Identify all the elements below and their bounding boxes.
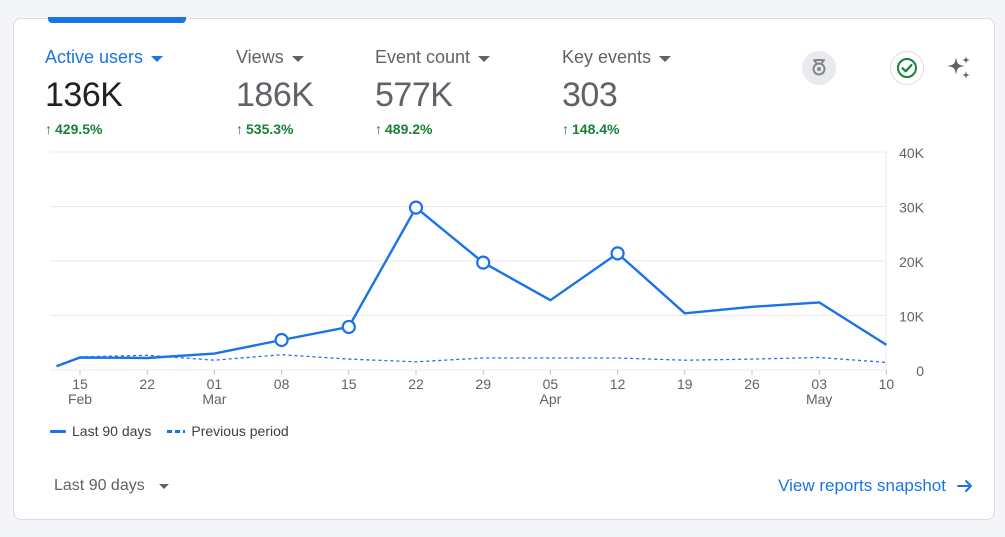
- x-tick-label: 08: [274, 376, 290, 392]
- data-point-marker: [610, 246, 625, 261]
- y-tick-label: 30K: [899, 200, 925, 216]
- check-circle-icon[interactable]: [890, 51, 924, 85]
- metric-header[interactable]: Active users: [45, 47, 164, 68]
- x-tick-label: 19: [677, 376, 693, 392]
- metric-header[interactable]: Key events: [562, 47, 672, 68]
- chart-legend: Last 90 days Previous period: [50, 423, 289, 439]
- previous-period-line: [56, 354, 887, 367]
- metric-header[interactable]: Event count: [375, 47, 491, 68]
- metric-change-value: 489.2%: [385, 121, 433, 137]
- date-range-label: Last 90 days: [54, 477, 145, 494]
- y-tick-label: 20K: [899, 254, 925, 270]
- arrow-up-icon: ↑: [375, 121, 382, 137]
- y-tick-label: 10K: [899, 309, 925, 325]
- x-tick-month-label: May: [806, 391, 832, 407]
- ribbon-badge-icon[interactable]: [802, 51, 836, 85]
- legend-label: Last 90 days: [72, 423, 152, 439]
- legend-item-previous: Previous period: [167, 423, 289, 439]
- metric-change: ↑ 535.3%: [236, 121, 313, 137]
- data-point-marker: [274, 332, 289, 348]
- legend-item-current: Last 90 days: [50, 423, 151, 439]
- metric-change-value: 535.3%: [246, 121, 294, 137]
- x-tick-label: 01: [207, 376, 223, 392]
- dashed-line-swatch: [167, 429, 186, 433]
- metric-label: Event count: [375, 47, 471, 67]
- metric-header[interactable]: Views: [236, 47, 313, 68]
- x-tick-label: 05: [543, 376, 559, 392]
- metric-value: 136K: [45, 76, 123, 114]
- active-tab-indicator: [48, 17, 186, 23]
- x-tick-label: 22: [139, 376, 155, 392]
- arrow-right-icon: [957, 480, 972, 492]
- view-reports-snapshot-link[interactable]: View reports snapshot: [778, 476, 974, 496]
- metric-value: 303: [562, 76, 618, 114]
- data-point-marker: [341, 319, 356, 335]
- sparkle-icon[interactable]: [942, 51, 976, 85]
- data-point-marker: [408, 200, 424, 215]
- x-tick-label: 15: [72, 376, 88, 392]
- x-tick-month-label: Mar: [202, 391, 226, 407]
- metric-value: 186K: [236, 76, 314, 114]
- metric-label: Views: [236, 47, 284, 67]
- metric-label: Active users: [45, 47, 144, 67]
- metric-label: Key events: [562, 47, 652, 67]
- metric-change-value: 148.4%: [572, 121, 620, 137]
- caret-down-icon: [659, 55, 672, 62]
- arrow-up-icon: ↑: [562, 121, 569, 137]
- caret-down-icon: [478, 55, 491, 62]
- x-tick-month-label: Apr: [540, 391, 562, 407]
- x-tick-label: 26: [744, 376, 760, 392]
- x-tick-month-label: Feb: [68, 391, 92, 407]
- metric-value: 577K: [375, 76, 453, 114]
- caret-down-icon: [158, 483, 169, 489]
- metric-change: ↑ 489.2%: [375, 121, 490, 137]
- metric-change: ↑ 429.5%: [45, 121, 163, 137]
- y-tick-label: 40K: [899, 145, 925, 161]
- metric-views[interactable]: Views 186K ↑ 535.3%: [236, 47, 314, 137]
- solid-line-swatch: [50, 429, 66, 433]
- overview-card: Active users 136K ↑ 429.5% Views 186K ↑ 53…: [13, 17, 995, 520]
- data-point-marker: [476, 255, 491, 270]
- x-tick-label: 29: [475, 376, 491, 392]
- arrow-up-icon: ↑: [236, 121, 243, 137]
- caret-down-icon: [151, 55, 164, 62]
- metric-change-value: 429.5%: [55, 121, 103, 137]
- metric-key-events[interactable]: Key events 303 ↑ 148.4%: [562, 47, 672, 137]
- metric-event-count[interactable]: Event count 577K ↑ 489.2%: [375, 47, 491, 137]
- x-tick-label: 03: [811, 376, 827, 392]
- last-90-days-line: [56, 206, 888, 368]
- arrow-up-icon: ↑: [45, 121, 52, 137]
- caret-down-icon: [291, 55, 304, 62]
- y-tick-label: 0: [916, 363, 924, 379]
- legend-label: Previous period: [191, 423, 289, 439]
- metric-active-users[interactable]: Active users 136K ↑ 429.5%: [45, 47, 164, 137]
- link-label: View reports snapshot: [778, 476, 946, 495]
- metric-change: ↑ 148.4%: [562, 121, 671, 137]
- x-tick-label: 15: [341, 376, 357, 392]
- x-tick-label: 10: [879, 376, 895, 392]
- date-range-dropdown[interactable]: Last 90 days: [54, 477, 169, 495]
- x-tick-label: 12: [610, 376, 626, 392]
- x-tick-label: 22: [408, 376, 424, 392]
